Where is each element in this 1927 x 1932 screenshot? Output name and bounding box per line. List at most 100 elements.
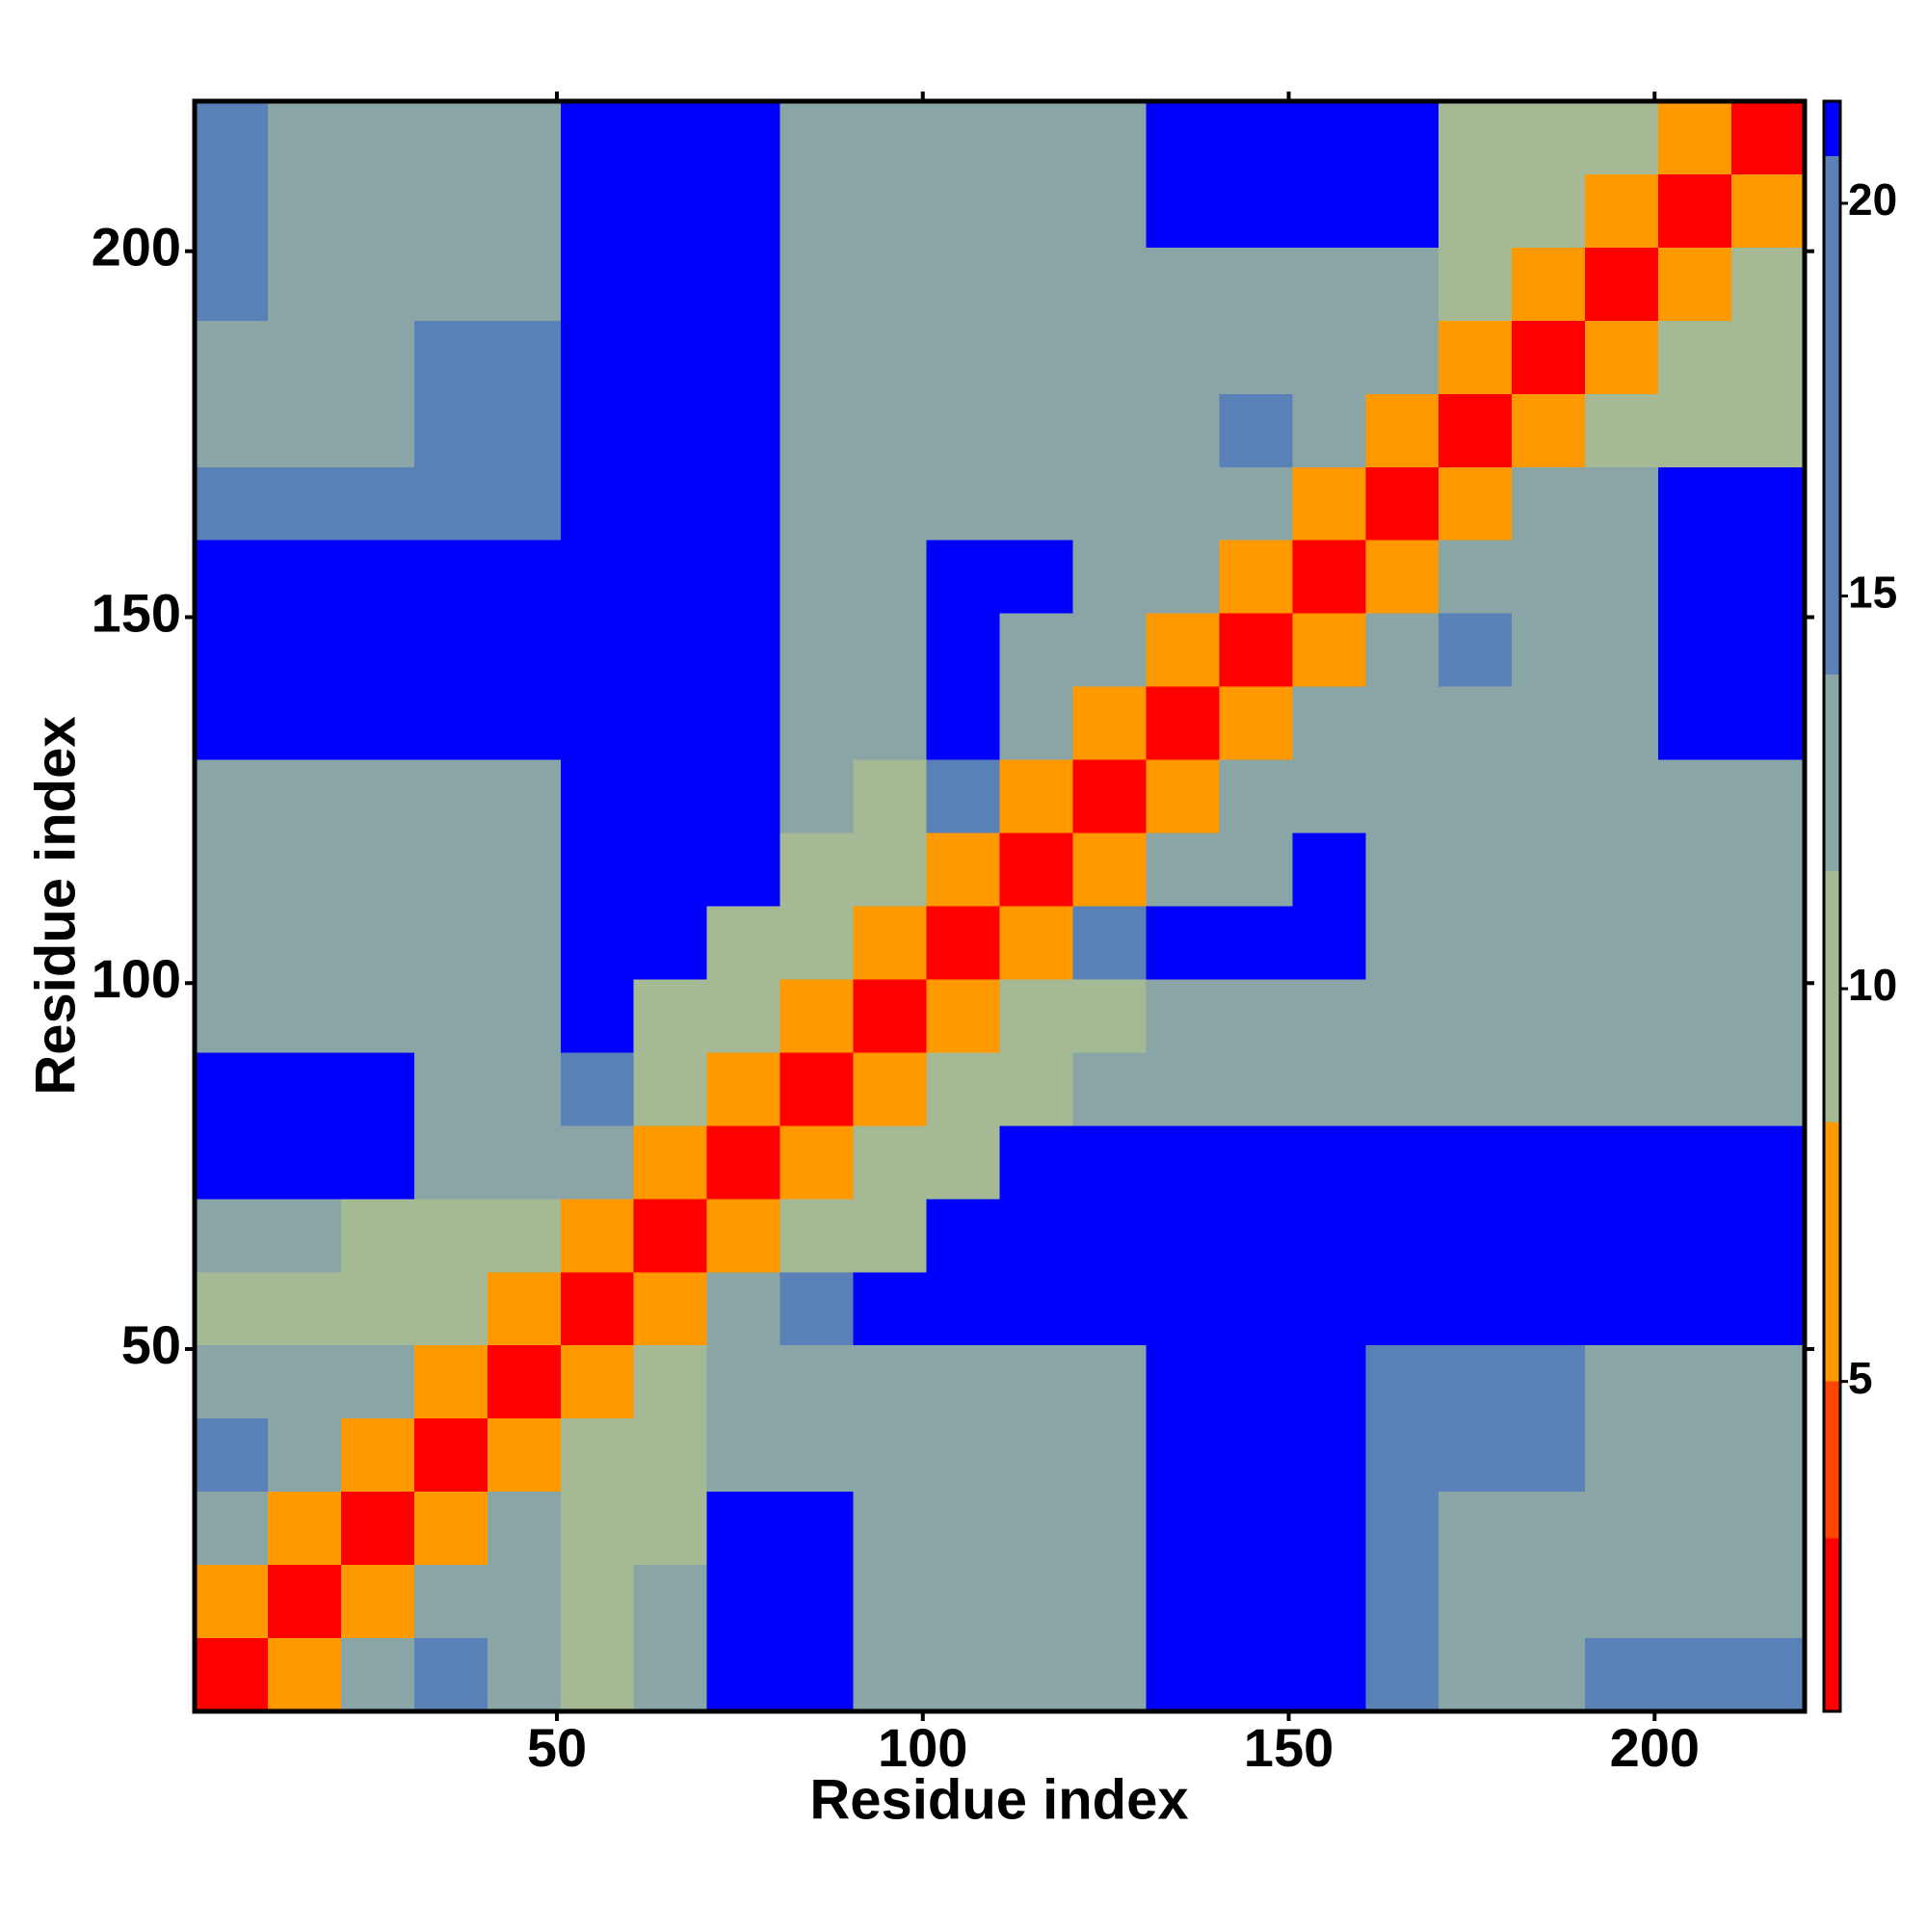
heatmap-cell <box>195 1492 268 1566</box>
heatmap-cell <box>1512 686 1586 760</box>
heatmap-cell <box>853 686 927 760</box>
heatmap-cell <box>1731 466 1805 541</box>
heatmap-cell <box>633 1418 707 1493</box>
heatmap-cell <box>1365 906 1439 980</box>
heatmap-cell <box>1072 1492 1147 1566</box>
heatmap-cell <box>706 466 780 541</box>
heatmap-cell <box>1219 1418 1293 1493</box>
heatmap-cell <box>267 1565 341 1639</box>
heatmap-cell <box>1512 1565 1586 1639</box>
colorbar-segment <box>1824 675 1840 871</box>
heatmap-cell <box>1658 1052 1732 1126</box>
heatmap-cell <box>1292 833 1366 907</box>
heatmap-cell <box>633 1272 707 1346</box>
heatmap-cell <box>853 1418 927 1493</box>
heatmap-cell <box>1365 393 1439 467</box>
heatmap-cell <box>487 1272 561 1346</box>
colorbar-segment <box>1824 1538 1840 1711</box>
heatmap-cell <box>1072 1345 1147 1419</box>
heatmap-cell <box>779 1125 854 1200</box>
heatmap-cell <box>999 1199 1073 1273</box>
heatmap-cell <box>1731 1565 1805 1639</box>
heatmap-cell <box>340 1345 414 1419</box>
heatmap-cell <box>1072 613 1147 687</box>
heatmap-cell <box>267 1272 341 1346</box>
heatmap-cell <box>1731 1492 1805 1566</box>
colorbar-tick-label: 5 <box>1848 1353 1873 1403</box>
heatmap-cell <box>340 1052 414 1126</box>
heatmap-cell <box>1658 320 1732 394</box>
heatmap-cell <box>1585 393 1659 467</box>
heatmap-cell <box>195 686 268 760</box>
heatmap-cell <box>340 1272 414 1346</box>
heatmap-cell <box>487 173 561 248</box>
colorbar-segment <box>1824 1122 1840 1382</box>
heatmap-cell <box>926 613 1000 687</box>
heatmap-cell <box>413 1199 488 1273</box>
heatmap-cell <box>487 320 561 394</box>
heatmap-cell <box>926 1345 1000 1419</box>
heatmap-cell <box>853 759 927 834</box>
heatmap-cell <box>267 1345 341 1419</box>
heatmap-cell <box>1585 833 1659 907</box>
heatmap-cell <box>340 173 414 248</box>
heatmap-cell <box>779 1638 854 1711</box>
heatmap-cell <box>999 1052 1073 1126</box>
heatmap-cell <box>706 613 780 687</box>
heatmap-cell <box>1292 1052 1366 1126</box>
heatmap-cell <box>1658 1418 1732 1493</box>
heatmap-cell <box>560 1272 634 1346</box>
heatmap-cell <box>779 1492 854 1566</box>
heatmap-cell <box>1585 1199 1659 1273</box>
heatmap-cell <box>1365 1052 1439 1126</box>
heatmap-cell <box>999 1565 1073 1639</box>
heatmap-cell <box>195 906 268 980</box>
heatmap-cell <box>1072 979 1147 1053</box>
heatmap-cell <box>1292 1565 1366 1639</box>
heatmap-cell <box>1072 320 1147 394</box>
heatmap-cell <box>1219 1272 1293 1346</box>
heatmap-cell <box>706 1492 780 1566</box>
heatmap-cell <box>1658 466 1732 541</box>
heatmap-cell <box>1219 1345 1293 1419</box>
heatmap-cell <box>560 247 634 321</box>
heatmap-cell <box>999 1125 1073 1200</box>
heatmap-cell <box>267 613 341 687</box>
heatmap-cell <box>267 393 341 467</box>
heatmap-cell <box>633 1492 707 1566</box>
heatmap-cell <box>1072 1565 1147 1639</box>
colorbar-segment <box>1824 156 1840 675</box>
heatmap-cell <box>1658 173 1732 248</box>
heatmap-cell <box>926 540 1000 614</box>
heatmap-cell <box>706 393 780 467</box>
heatmap-cell <box>1439 906 1513 980</box>
heatmap-cell <box>1731 1345 1805 1419</box>
heatmap-cell <box>487 1638 561 1711</box>
heatmap-cell <box>413 1638 488 1711</box>
heatmap-cell <box>633 1125 707 1200</box>
heatmap-cell <box>413 979 488 1053</box>
heatmap-cell <box>706 1345 780 1419</box>
heatmap-cell <box>853 1199 927 1273</box>
heatmap-cell <box>999 247 1073 321</box>
heatmap-cell <box>1292 1125 1366 1200</box>
heatmap-cell <box>1512 833 1586 907</box>
heatmap-cell <box>633 1199 707 1273</box>
heatmap-cell <box>1365 979 1439 1053</box>
heatmap-cell <box>413 686 488 760</box>
x-axis-title: Residue index <box>809 1768 1188 1831</box>
heatmap-cell <box>926 1638 1000 1711</box>
heatmap-cell <box>706 540 780 614</box>
heatmap-cell <box>560 906 634 980</box>
heatmap-cell <box>779 1272 854 1346</box>
heatmap-cell <box>267 540 341 614</box>
heatmap-cell <box>633 1345 707 1419</box>
heatmap-cell <box>1585 906 1659 980</box>
heatmap-cell <box>926 686 1000 760</box>
heatmap-cell <box>195 759 268 834</box>
heatmap-cell <box>340 1492 414 1566</box>
heatmap-cell <box>1146 173 1220 248</box>
heatmap-cell <box>853 320 927 394</box>
heatmap-cell <box>1292 906 1366 980</box>
heatmap-cell <box>779 101 854 174</box>
